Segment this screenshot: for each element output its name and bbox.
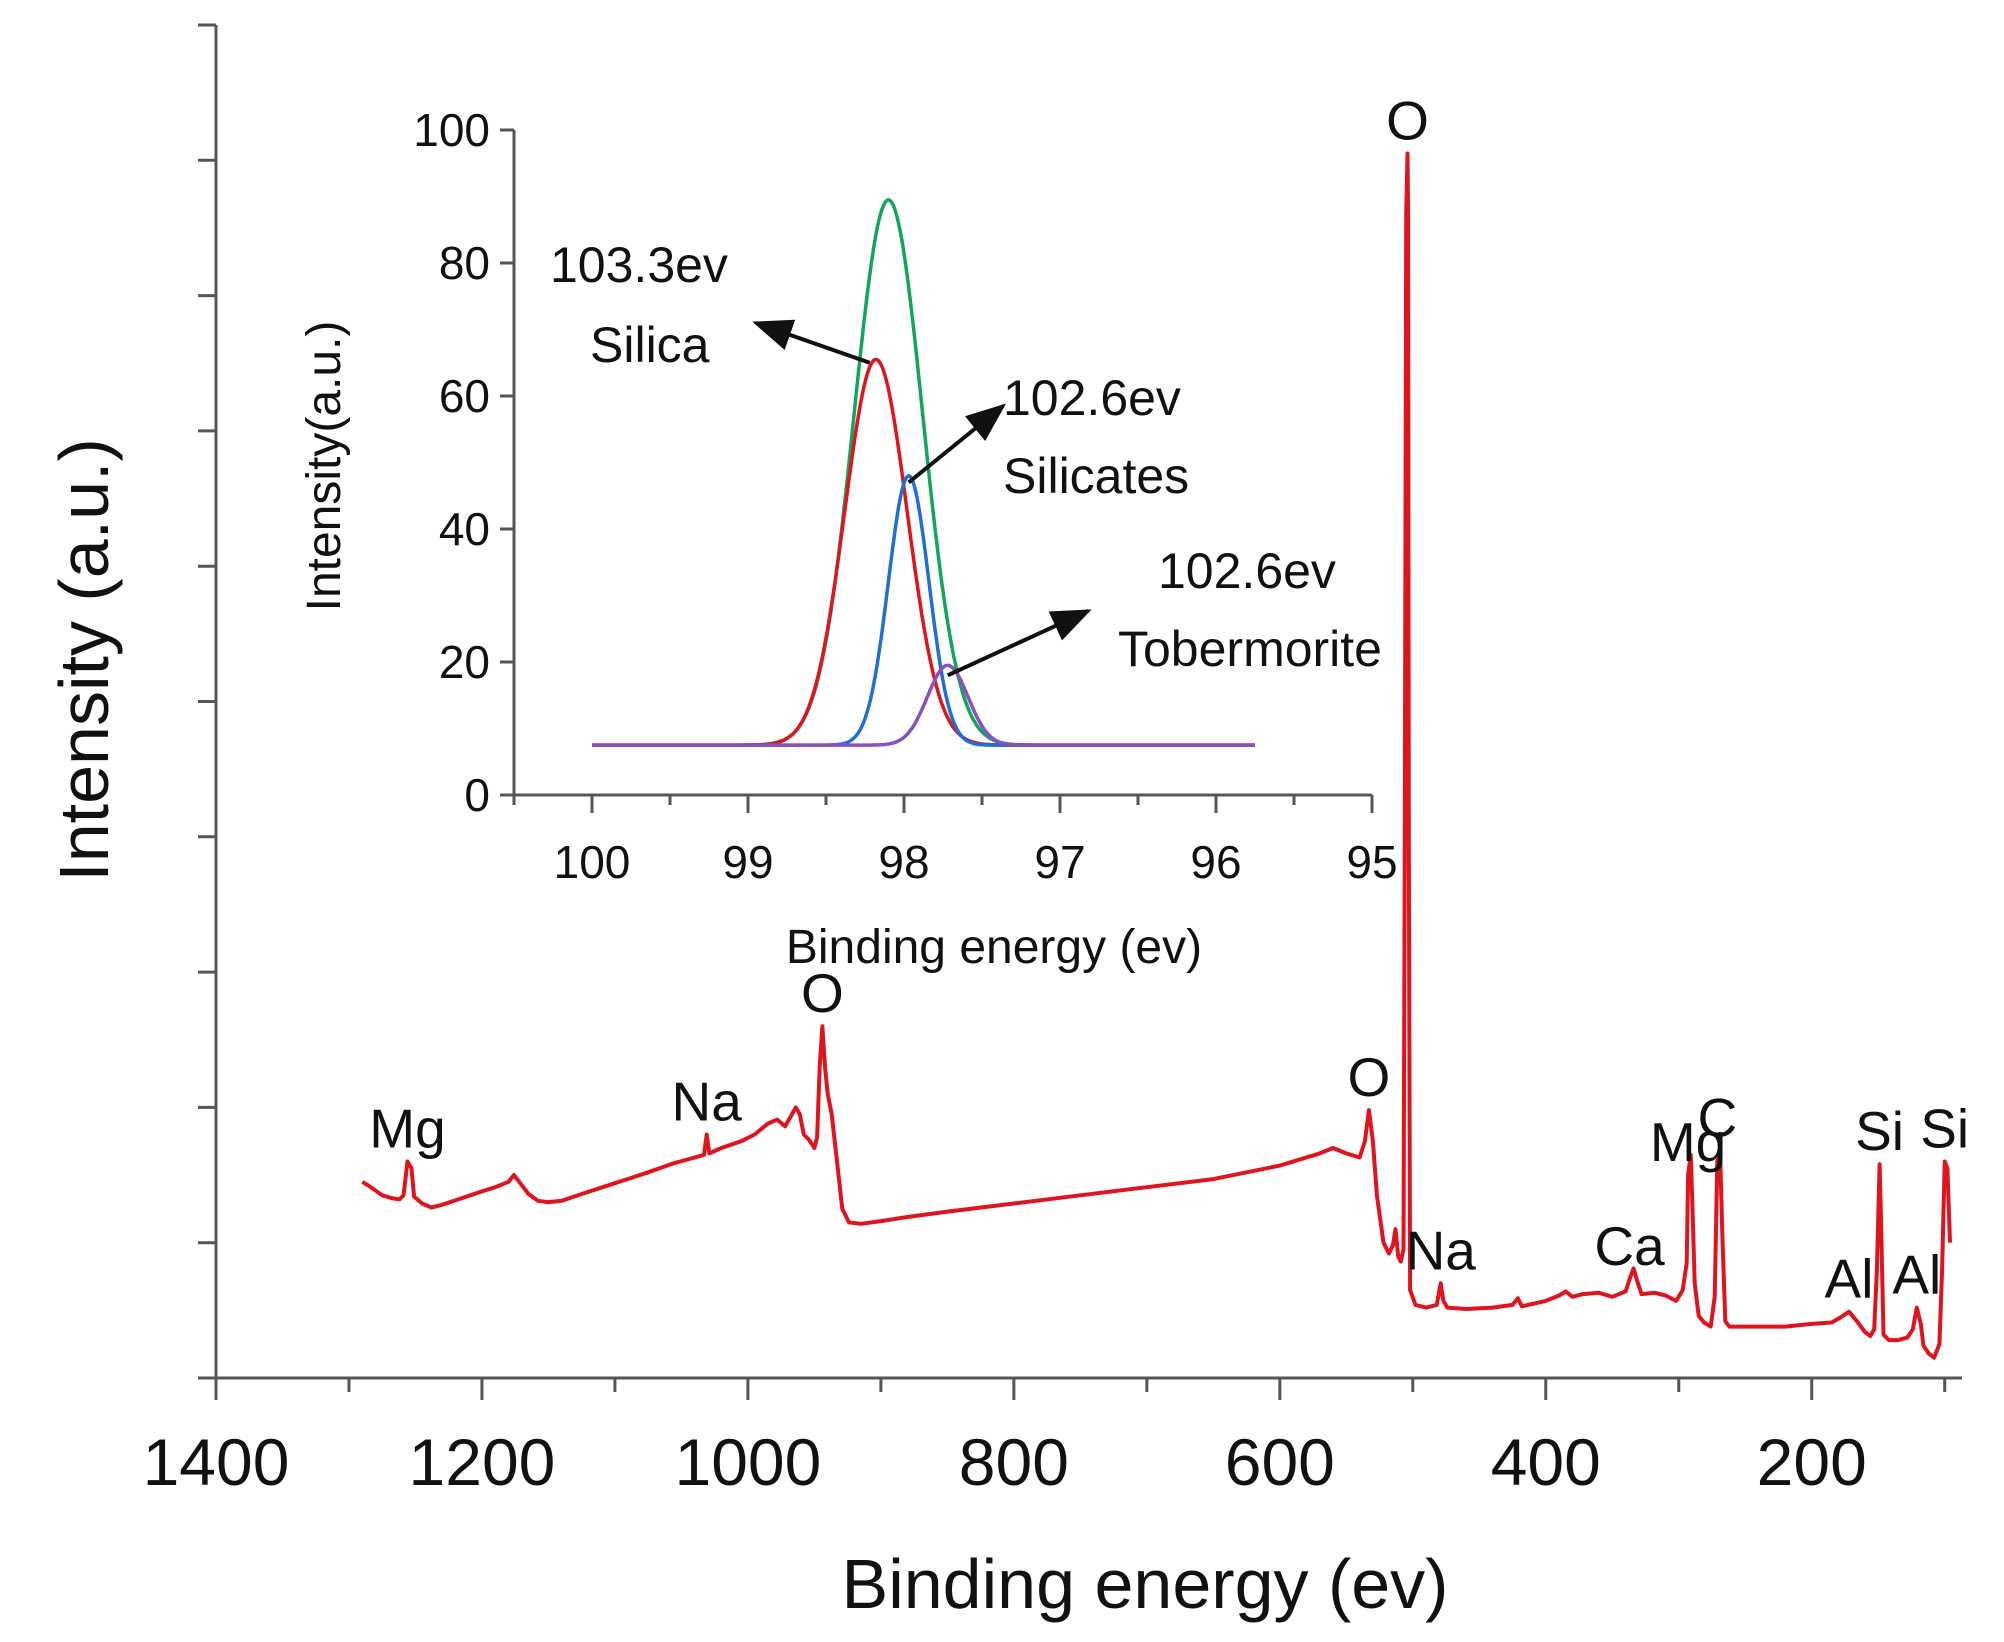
main-x-tick-label: 1200	[409, 1425, 556, 1499]
annotation-energy-label: 102.6ev	[1158, 543, 1336, 599]
annotation-energy-label: 103.3ev	[550, 237, 728, 293]
main-x-tick-label: 600	[1225, 1425, 1335, 1499]
peak-label: Mg	[369, 1098, 445, 1160]
inset-y-tick-label: 40	[439, 503, 490, 555]
inset-x-tick-label: 95	[1346, 836, 1397, 888]
inset-x-tick-label: 97	[1034, 836, 1085, 888]
main-axes: 1400 1200 1000 800 600 400 200	[143, 23, 1962, 1499]
main-y-axis-title: Intensity (a.u.)	[45, 438, 123, 882]
annotation-arrow	[946, 609, 1092, 678]
main-x-tick-label: 200	[1757, 1425, 1867, 1499]
inset-y-axis-title: Intensity(a.u.)	[298, 321, 351, 612]
peak-label: Na	[1406, 1219, 1477, 1281]
peak-label: Si	[1920, 1098, 1969, 1160]
main-x-tick-label: 1000	[674, 1425, 821, 1499]
peak-label: O	[1386, 90, 1429, 152]
main-x-tick-label: 400	[1491, 1425, 1601, 1499]
peak-label: O	[801, 962, 844, 1024]
annotation-species-label: Silicates	[1003, 448, 1189, 504]
main-x-axis-title: Binding energy (ev)	[842, 1545, 1449, 1623]
survey-series-line	[361, 151, 1952, 1360]
inset-series	[592, 197, 1255, 747]
peak-label: C	[1697, 1087, 1737, 1149]
inset-annotations: 103.3ev Silica 102.6ev Silicates 102.6ev Tobe…	[550, 237, 1382, 678]
peak-label: Na	[672, 1070, 743, 1132]
annotation-species-label: Silica	[590, 317, 710, 373]
inset-series-tobermorite	[592, 663, 1255, 747]
inset-x-tick-label: 96	[1190, 836, 1241, 888]
peak-label: Al	[1825, 1248, 1874, 1310]
inset-x-axis-title: Binding energy (ev)	[786, 921, 1202, 974]
peak-label: Mg	[1650, 1111, 1726, 1173]
peak-label: Al	[1892, 1244, 1941, 1306]
inset-x-tick-label: 100	[554, 836, 631, 888]
inset-y-tick-label: 0	[464, 769, 490, 821]
peak-label: O	[1348, 1046, 1391, 1108]
main-x-tick-label: 800	[959, 1425, 1069, 1499]
inset-y-tick-label: 80	[439, 237, 490, 289]
annotation-energy-label: 102.6ev	[1003, 370, 1181, 426]
main-series	[361, 151, 1952, 1360]
inset-x-tick-label: 98	[878, 836, 929, 888]
annotation-arrow	[907, 403, 1007, 485]
inset-y-tick-label: 100	[413, 104, 490, 156]
annotation-arrow	[752, 319, 871, 365]
peak-label: Ca	[1594, 1215, 1665, 1277]
main-x-tick-label: 1400	[143, 1425, 290, 1499]
inset-y-tick-label: 60	[439, 370, 490, 422]
annotation-species-label: Tobermorite	[1118, 621, 1382, 677]
inset-axes: 0 20 40 60 80 100 100 99 98 97 96 95	[413, 104, 1397, 888]
inset-x-tick-label: 99	[722, 836, 773, 888]
inset-y-tick-label: 20	[439, 636, 490, 688]
peak-label: Si	[1855, 1100, 1904, 1162]
